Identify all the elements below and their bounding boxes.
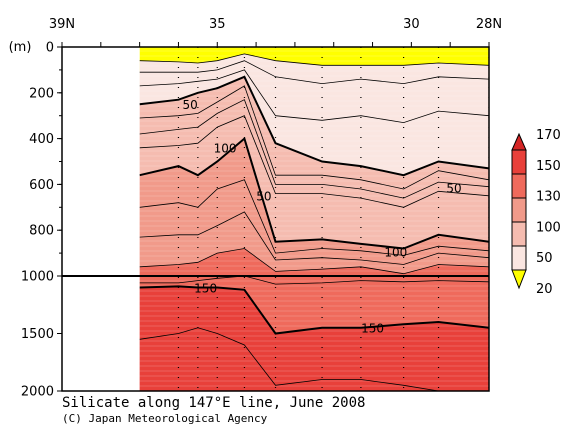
contour-line-20 [139, 53, 489, 66]
contour-line-150 [139, 285, 489, 335]
contour-line-60 [139, 85, 489, 190]
contour-line-160 [139, 327, 489, 391]
no-data-region [62, 47, 140, 391]
band-fill-160 [139, 327, 489, 391]
x-tick-label: 35 [209, 17, 226, 32]
y-tick-label: 2000 [21, 385, 54, 400]
colorbar-box [511, 245, 527, 271]
plot-frame [61, 46, 490, 392]
contour-line-110 [139, 179, 489, 256]
contour-line-100 [139, 136, 489, 250]
y-tick-label: 600 [29, 178, 54, 193]
y-tick-label: 0 [46, 41, 54, 56]
x-tick-label: 39N [49, 17, 75, 32]
plot-border [61, 46, 490, 392]
chart-credit: (C) Japan Meteorological Agency [62, 412, 268, 425]
y-tick-label: 800 [29, 224, 54, 239]
contour-line-80 [139, 115, 489, 208]
contour-label: 50 [256, 189, 271, 203]
plot-area: 50 100 50 50 100 150 150 [62, 47, 489, 391]
colorbar-box [511, 221, 527, 247]
colorbar-label: 50 [536, 251, 553, 266]
y-tick-label: 400 [29, 132, 54, 147]
contour-line-70 [139, 99, 489, 199]
contour-line-130 [139, 248, 489, 275]
y-axis: (m) 0 200 400 600 800 1000 1500 2000 [9, 40, 62, 400]
y-tick-label: 1000 [21, 270, 54, 285]
contour-line-30 [139, 60, 489, 85]
x-tick-label: 28N [476, 17, 502, 32]
contour-label: 100 [214, 141, 237, 155]
colorbar-label: 20 [536, 282, 553, 297]
contour-label: 150 [194, 282, 217, 296]
colorbar-box [511, 197, 527, 223]
x-axis: 39N 35 30 28N [49, 17, 502, 47]
colorbar-top-arrow [511, 132, 527, 151]
colorbar-legend: 170 150 130 100 50 20 [511, 128, 561, 297]
y-axis-label: (m) [9, 40, 32, 55]
chart-title: Silicate along 147°E line, June 2008 [62, 395, 366, 411]
colorbar-bottom-arrow [511, 269, 527, 290]
contour-line-40 [139, 69, 489, 124]
contour-label: 100 [384, 245, 407, 259]
contour-label: 50 [182, 98, 197, 112]
y-tick-label: 1500 [21, 327, 54, 342]
colorbar-label: 100 [536, 220, 561, 235]
contour-line-140 [139, 275, 489, 285]
colorbar-box [511, 173, 527, 199]
contour-line-50 [139, 75, 489, 177]
contour-line-120 [139, 211, 489, 265]
colorbar-label: 130 [536, 190, 561, 205]
colorbar-box [511, 149, 527, 175]
colorbar-label: 150 [536, 159, 561, 174]
y-tick-label: 200 [29, 86, 54, 101]
contour-label: 50 [446, 181, 461, 195]
colorbar-label: 170 [536, 128, 561, 143]
contour-label: 150 [361, 321, 384, 335]
x-tick-label: 30 [403, 17, 420, 32]
